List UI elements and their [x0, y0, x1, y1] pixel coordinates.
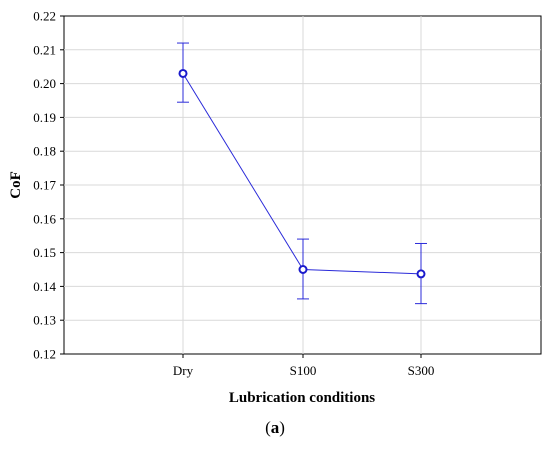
- y-tick-label: 0.19: [33, 110, 56, 125]
- y-tick-label: 0.14: [33, 279, 56, 294]
- y-tick-label: 0.21: [33, 42, 56, 57]
- y-ticks: 0.12 0.13 0.14 0.15 0.16 0.17 0.18 0.19 0.20 0.21…: [33, 9, 64, 362]
- y-tick-label: 0.20: [33, 76, 56, 91]
- caption-letter: a: [270, 418, 280, 437]
- x-tick-label: S100: [290, 363, 317, 378]
- caption-open: (: [265, 418, 271, 437]
- y-tick-label: 0.22: [33, 9, 56, 24]
- figure-caption: (a): [0, 418, 550, 438]
- data-point: [416, 269, 426, 279]
- y-tick-label: 0.15: [33, 245, 56, 260]
- caption-close: ): [279, 418, 285, 437]
- y-tick-label: 0.12: [33, 347, 56, 362]
- y-tick-label: 0.16: [33, 211, 56, 226]
- y-axis-title: CoF: [8, 171, 24, 199]
- x-ticks: Dry S100 S300: [173, 354, 434, 378]
- x-axis-title: Lubrication conditions: [229, 390, 375, 406]
- data-point: [178, 68, 188, 78]
- y-tick-label: 0.18: [33, 144, 56, 159]
- y-tick-label: 0.13: [33, 313, 56, 328]
- data-point: [298, 265, 308, 274]
- data-points: [178, 68, 426, 279]
- x-tick-label: Dry: [173, 363, 194, 378]
- chart: 0.12 0.13 0.14 0.15 0.16 0.17 0.18 0.19 0.20 0.21…: [8, 9, 542, 406]
- x-tick-label: S300: [408, 363, 435, 378]
- y-tick-label: 0.17: [33, 178, 56, 193]
